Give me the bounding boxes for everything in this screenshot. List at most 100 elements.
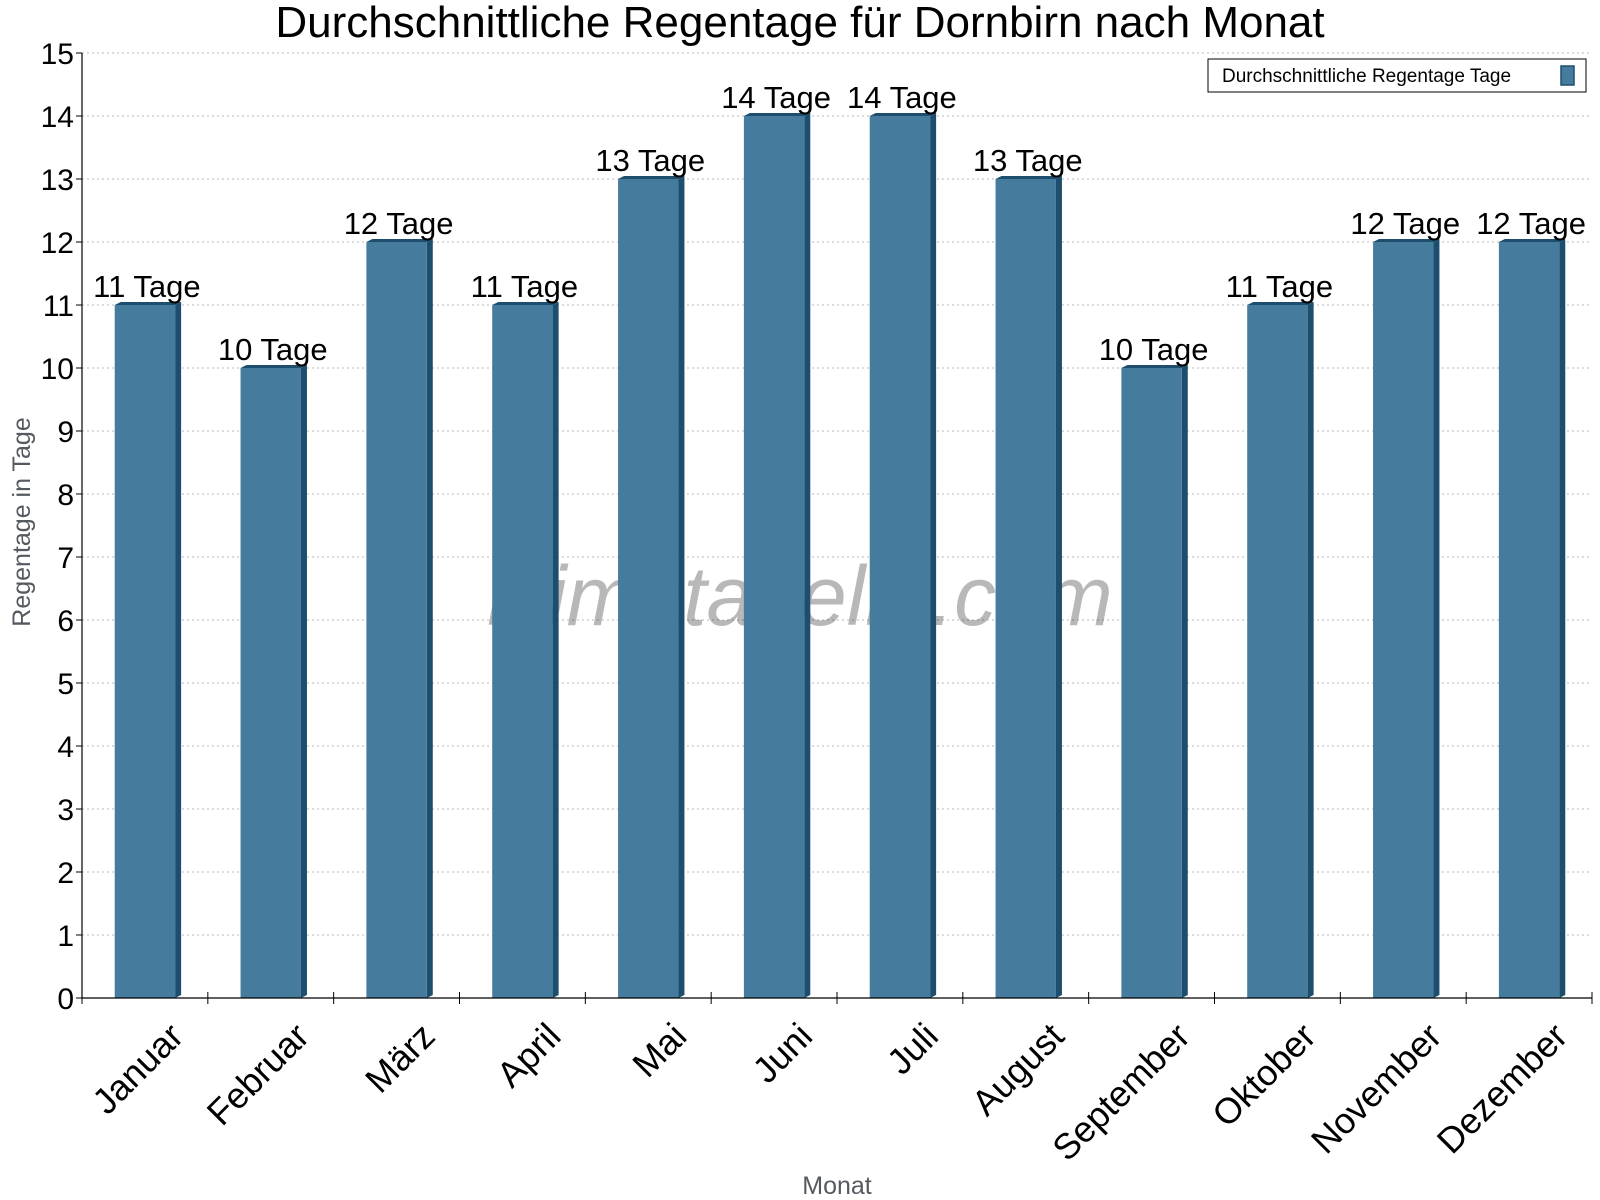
data-labels: 11 Tage 10 Tage 12 Tage 11 Tage 13 Tage 14 Ta…	[93, 80, 1586, 367]
bar-april	[492, 302, 559, 998]
x-axis-title: Monat	[802, 1172, 872, 1200]
y-tick-label: 6	[57, 605, 74, 638]
axes	[76, 52, 1593, 1004]
data-label: 12 Tage	[344, 206, 454, 241]
y-tick-label: 4	[57, 731, 74, 764]
y-tick-label: 2	[57, 857, 74, 890]
bar	[1247, 305, 1308, 998]
bar-november	[1373, 239, 1440, 998]
bar	[618, 179, 679, 998]
bar-top	[869, 113, 937, 116]
y-tick-label: 14	[41, 101, 74, 134]
bar-side	[300, 365, 307, 998]
y-tick-label: 10	[41, 353, 74, 386]
data-label: 14 Tage	[847, 80, 957, 115]
bar-top	[1373, 239, 1440, 242]
x-tick-label: Juli	[879, 1015, 946, 1082]
x-tick-label: Februar	[199, 1015, 317, 1133]
y-tick-label: 15	[41, 38, 74, 71]
x-tick-label: März	[357, 1015, 443, 1101]
y-axis-title: Regentage in Tage	[8, 417, 36, 626]
bar-side	[1181, 365, 1188, 998]
y-tick-label: 9	[57, 416, 74, 449]
data-label: 10 Tage	[1099, 332, 1209, 367]
bar-mai	[618, 176, 685, 998]
bar-top	[240, 365, 307, 368]
y-tick-label: 11	[43, 290, 74, 323]
bar-februar	[240, 365, 307, 998]
bar-side	[426, 239, 433, 998]
legend: Durchschnittliche Regentage Tage	[1207, 58, 1587, 93]
y-tick-label: 8	[57, 479, 74, 512]
bar	[1121, 368, 1182, 998]
data-label: 10 Tage	[218, 332, 328, 367]
bar-juli	[869, 113, 937, 998]
y-tick-label: 5	[57, 668, 74, 701]
chart-title: Durchschnittliche Regentage für Dornbirn…	[275, 0, 1324, 47]
legend-swatch	[1560, 65, 1575, 86]
bar	[492, 305, 553, 998]
bar-dezember	[1498, 239, 1566, 998]
bar	[743, 116, 805, 998]
y-tick-label: 3	[57, 794, 74, 827]
x-tick-label: Januar	[84, 1015, 191, 1122]
x-tick-label: Mai	[624, 1015, 694, 1085]
bar	[1498, 242, 1560, 998]
x-tick-label: September	[1044, 1015, 1198, 1169]
data-label: 11 Tage	[471, 269, 578, 304]
bar	[995, 179, 1056, 998]
bar-september	[1121, 365, 1188, 998]
bar-side	[1307, 302, 1314, 998]
bar-side	[175, 302, 182, 998]
bar-side	[552, 302, 559, 998]
bar-top	[995, 176, 1062, 179]
bar-side	[930, 113, 937, 998]
data-label: 11 Tage	[93, 269, 200, 304]
bar-side	[1559, 239, 1566, 998]
data-label: 13 Tage	[595, 143, 705, 178]
bar-august	[995, 176, 1062, 998]
bar	[366, 242, 427, 998]
bar-side	[1055, 176, 1062, 998]
x-tick-label: Dezember	[1429, 1015, 1575, 1161]
bar-top	[1498, 239, 1566, 242]
bars	[114, 113, 1566, 998]
bar	[114, 305, 176, 998]
x-tick-label: April	[489, 1015, 569, 1095]
bar-side	[678, 176, 685, 998]
bar	[1373, 242, 1434, 998]
y-tick-label: 13	[41, 164, 74, 197]
bar-märz	[366, 239, 433, 998]
y-tick-label: 1	[57, 920, 74, 953]
x-tick-label: August	[964, 1015, 1072, 1123]
gridlines	[82, 52, 1592, 936]
y-tick-label: 0	[57, 983, 74, 1016]
bar-top	[618, 176, 685, 179]
bar-top	[114, 302, 182, 305]
x-tick-label: Oktober	[1204, 1015, 1324, 1135]
data-label: 12 Tage	[1350, 206, 1460, 241]
legend-label: Durchschnittliche Regentage Tage	[1222, 66, 1511, 87]
y-tick-label: 7	[57, 542, 74, 575]
x-tick-labels: Januar Februar März April Mai Juni Juli AugustS…	[84, 1015, 1575, 1169]
bar-top	[1247, 302, 1314, 305]
bar	[869, 116, 931, 998]
bar-top	[492, 302, 559, 305]
bar-top	[366, 239, 433, 242]
bar	[240, 368, 301, 998]
data-label: 13 Tage	[973, 143, 1083, 178]
legend-box	[1207, 58, 1587, 93]
bar-juni	[743, 113, 811, 998]
data-label: 11 Tage	[1226, 269, 1333, 304]
bar-side	[804, 113, 811, 998]
y-tick-label: 12	[41, 227, 74, 260]
data-label: 12 Tage	[1476, 206, 1586, 241]
bar-top	[743, 113, 811, 116]
bar-januar	[114, 302, 182, 998]
data-label: 14 Tage	[721, 80, 831, 115]
x-tick-label: Juni	[744, 1015, 820, 1091]
bar-top	[1121, 365, 1188, 368]
bar-side	[1433, 239, 1440, 998]
